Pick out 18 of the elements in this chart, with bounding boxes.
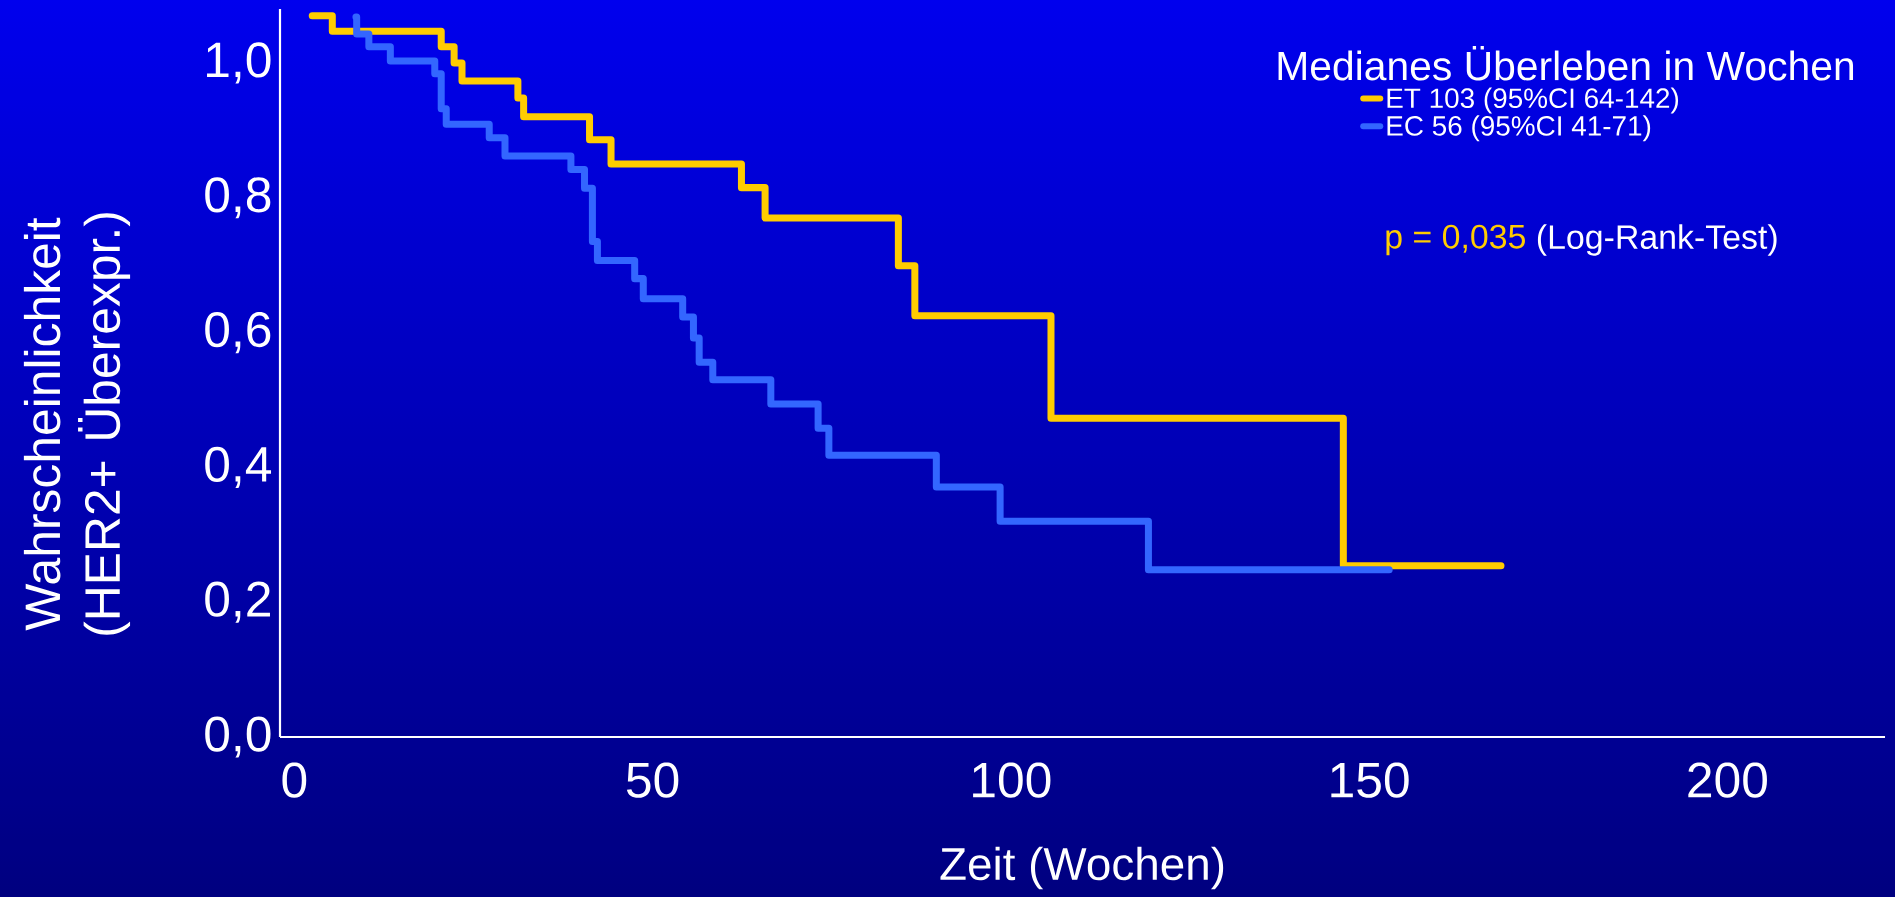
y-tick-label: 0,4: [205, 446, 272, 488]
x-tick-label: 200: [1688, 762, 1767, 798]
annotation: p = 0,035: [1386, 224, 1525, 256]
legend-label: EC 56 (95%CI 41-71): [1387, 115, 1651, 142]
y-axis-title: Wahrscheinlichkeit (HER2+ Überexpr.): [23, 213, 131, 635]
x-tick-label: 50: [626, 762, 679, 798]
x-tick-label: 0: [282, 762, 307, 798]
x-tick-label: 150: [1331, 762, 1409, 798]
x-tick-label: 100: [973, 762, 1051, 798]
x-axis-title: Zeit (Wochen): [940, 846, 1224, 890]
y-tick-label: 0,6: [205, 311, 271, 354]
y-tick-label: 1,0: [207, 42, 271, 84]
legend-label: ET 103 (95%CI 64-142): [1387, 87, 1679, 114]
annotation: (Log-Rank-Test): [1537, 224, 1777, 256]
y-tick-label: 0,2: [205, 581, 270, 623]
y-tick-label: 0,0: [205, 716, 271, 758]
legend-title: Medianes Überleben in Wochen: [1278, 45, 1854, 81]
y-tick-label: 0,8: [205, 177, 271, 219]
